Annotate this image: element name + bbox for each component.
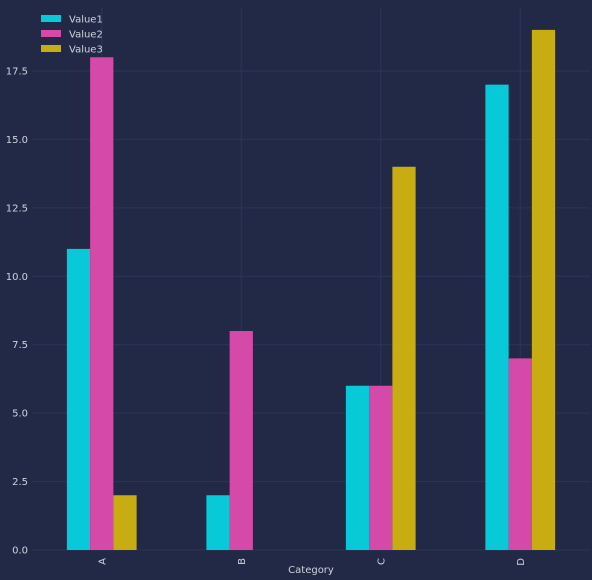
bar-value3-a xyxy=(113,495,137,550)
legend-swatch xyxy=(41,30,61,37)
x-tick-label: C xyxy=(376,558,387,565)
y-tick-label: 2.5 xyxy=(12,477,28,488)
x-axis-ticks: A B C D xyxy=(97,558,527,566)
bar-value3-d xyxy=(531,29,556,551)
y-tick-label: 5.0 xyxy=(12,409,28,420)
bar-value2-b xyxy=(229,331,253,550)
bar-value1-b xyxy=(206,495,230,550)
legend: Value1 Value2 Value3 xyxy=(41,15,103,56)
legend-label: Value1 xyxy=(69,15,103,26)
y-tick-label: 10.0 xyxy=(6,272,28,283)
x-tick-label: B xyxy=(237,558,248,565)
legend-label: Value3 xyxy=(69,45,103,56)
bar-value1-c xyxy=(345,385,370,550)
y-tick-label: 7.5 xyxy=(12,340,28,351)
legend-swatch xyxy=(41,45,61,52)
bar-value1-d xyxy=(485,84,509,551)
y-tick-label: 0.0 xyxy=(12,546,28,557)
y-tick-label: 17.5 xyxy=(6,66,28,77)
bar-value2-d xyxy=(508,358,532,550)
x-axis-label: Category xyxy=(288,565,334,576)
bars xyxy=(66,29,556,551)
bar-value2-c xyxy=(369,385,393,550)
bar-value1-a xyxy=(66,248,91,550)
y-axis-ticks: 0.0 2.5 5.0 7.5 10.0 12.5 15.0 17.5 xyxy=(6,66,28,556)
bar-value3-c xyxy=(392,166,416,550)
y-tick-label: 12.5 xyxy=(6,203,28,214)
legend-label: Value2 xyxy=(69,30,103,41)
x-tick-label: D xyxy=(516,558,527,566)
bar-value2-a xyxy=(90,57,114,550)
legend-swatch xyxy=(41,15,61,22)
x-tick-label: A xyxy=(97,558,108,565)
y-tick-label: 15.0 xyxy=(6,135,28,146)
